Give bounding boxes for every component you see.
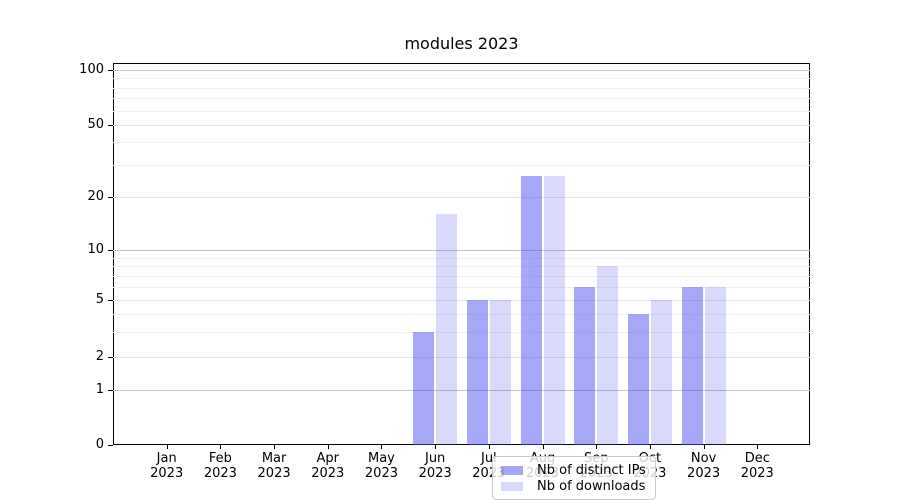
y-tick-mark: [108, 125, 113, 126]
x-tick-mark: [703, 445, 705, 449]
x-tick-mark: [488, 445, 490, 449]
x-tick-mark: [381, 445, 383, 449]
y-tick-label: 1: [95, 382, 104, 397]
bar-distinct-ips-jul: [466, 300, 488, 445]
bar-distinct-ips-nov: [681, 286, 703, 445]
minor-gridline: [113, 98, 810, 100]
y-tick-mark: [108, 356, 113, 358]
minor-gridline: [113, 313, 810, 315]
plot-area: Nb of distinct IPs Nb of downloads: [113, 63, 810, 500]
plot-layers: [113, 63, 810, 445]
x-tick-label: Mar 2023: [257, 451, 291, 481]
y-tick-label: 2: [95, 348, 104, 364]
bar-distinct-ips-sep: [574, 286, 596, 445]
x-tick-mark: [274, 445, 276, 449]
mid-gridline: [113, 300, 810, 301]
x-tick-label: Jan 2023: [150, 451, 184, 481]
y-tick-label: 20: [87, 188, 104, 204]
minor-gridline: [113, 275, 810, 277]
x-tick-label: Apr 2023: [311, 451, 345, 481]
x-tick-label: Dec 2023: [740, 451, 774, 481]
bar-downloads-jul: [489, 300, 511, 445]
legend-item-distinct-ips: Nb of distinct IPs: [501, 462, 655, 478]
minor-gridline: [113, 110, 810, 112]
bar-downloads-nov: [704, 286, 726, 445]
minor-gridline: [113, 78, 810, 80]
x-tick-label: Jun 2023: [418, 451, 452, 481]
minor-gridline: [113, 87, 810, 89]
y-tick-mark: [108, 390, 113, 391]
minor-gridline: [113, 164, 810, 166]
minor-gridline: [113, 142, 810, 144]
x-tick-mark: [649, 445, 651, 449]
x-tick-label: May 2023: [364, 451, 398, 481]
y-tick-label: 10: [87, 242, 104, 257]
y-tick-mark: [108, 70, 113, 71]
y-tick-label: 100: [79, 62, 104, 77]
y-tick-mark: [108, 196, 113, 198]
minor-gridline: [113, 286, 810, 288]
minor-gridline: [113, 331, 810, 333]
bar-downloads-jun: [436, 213, 458, 445]
y-tick-mark: [108, 445, 113, 446]
legend-swatch-downloads: [501, 481, 523, 491]
legend: Nb of distinct IPs Nb of downloads: [492, 456, 656, 500]
legend-swatch-distinct-ips: [501, 465, 523, 475]
major-gridline: [113, 70, 810, 71]
legend-label-downloads: Nb of downloads: [537, 478, 646, 494]
major-gridline: [113, 250, 810, 251]
bar-distinct-ips-oct: [627, 313, 649, 445]
bar-downloads-sep: [597, 266, 619, 445]
x-tick-mark: [166, 445, 168, 449]
major-gridline: [113, 390, 810, 391]
x-tick-label: Feb 2023: [203, 451, 237, 481]
x-tick-mark: [596, 445, 598, 449]
chart-title: modules 2023: [404, 34, 519, 53]
x-tick-mark: [435, 445, 437, 449]
x-tick-mark: [757, 445, 759, 449]
mid-gridline: [113, 125, 810, 126]
x-tick-mark: [220, 445, 222, 449]
y-tick-label: 0: [95, 437, 104, 452]
x-tick-mark: [542, 445, 544, 449]
x-tick-label: Nov 2023: [687, 451, 721, 481]
y-tick-label: 50: [87, 117, 104, 132]
bar-distinct-ips-aug: [520, 176, 542, 445]
x-tick-mark: [327, 445, 329, 449]
mid-gridline: [113, 196, 810, 198]
minor-gridline: [113, 266, 810, 268]
y-tick-label: 5: [95, 292, 104, 307]
bar-distinct-ips-jun: [413, 331, 435, 445]
mid-gridline: [113, 356, 810, 358]
legend-label-distinct-ips: Nb of distinct IPs: [537, 462, 646, 478]
minor-gridline: [113, 257, 810, 259]
legend-item-downloads: Nb of downloads: [501, 478, 655, 494]
y-tick-mark: [108, 300, 113, 301]
bar-downloads-oct: [650, 300, 672, 445]
bar-downloads-aug: [543, 176, 565, 445]
y-tick-mark: [108, 250, 113, 251]
